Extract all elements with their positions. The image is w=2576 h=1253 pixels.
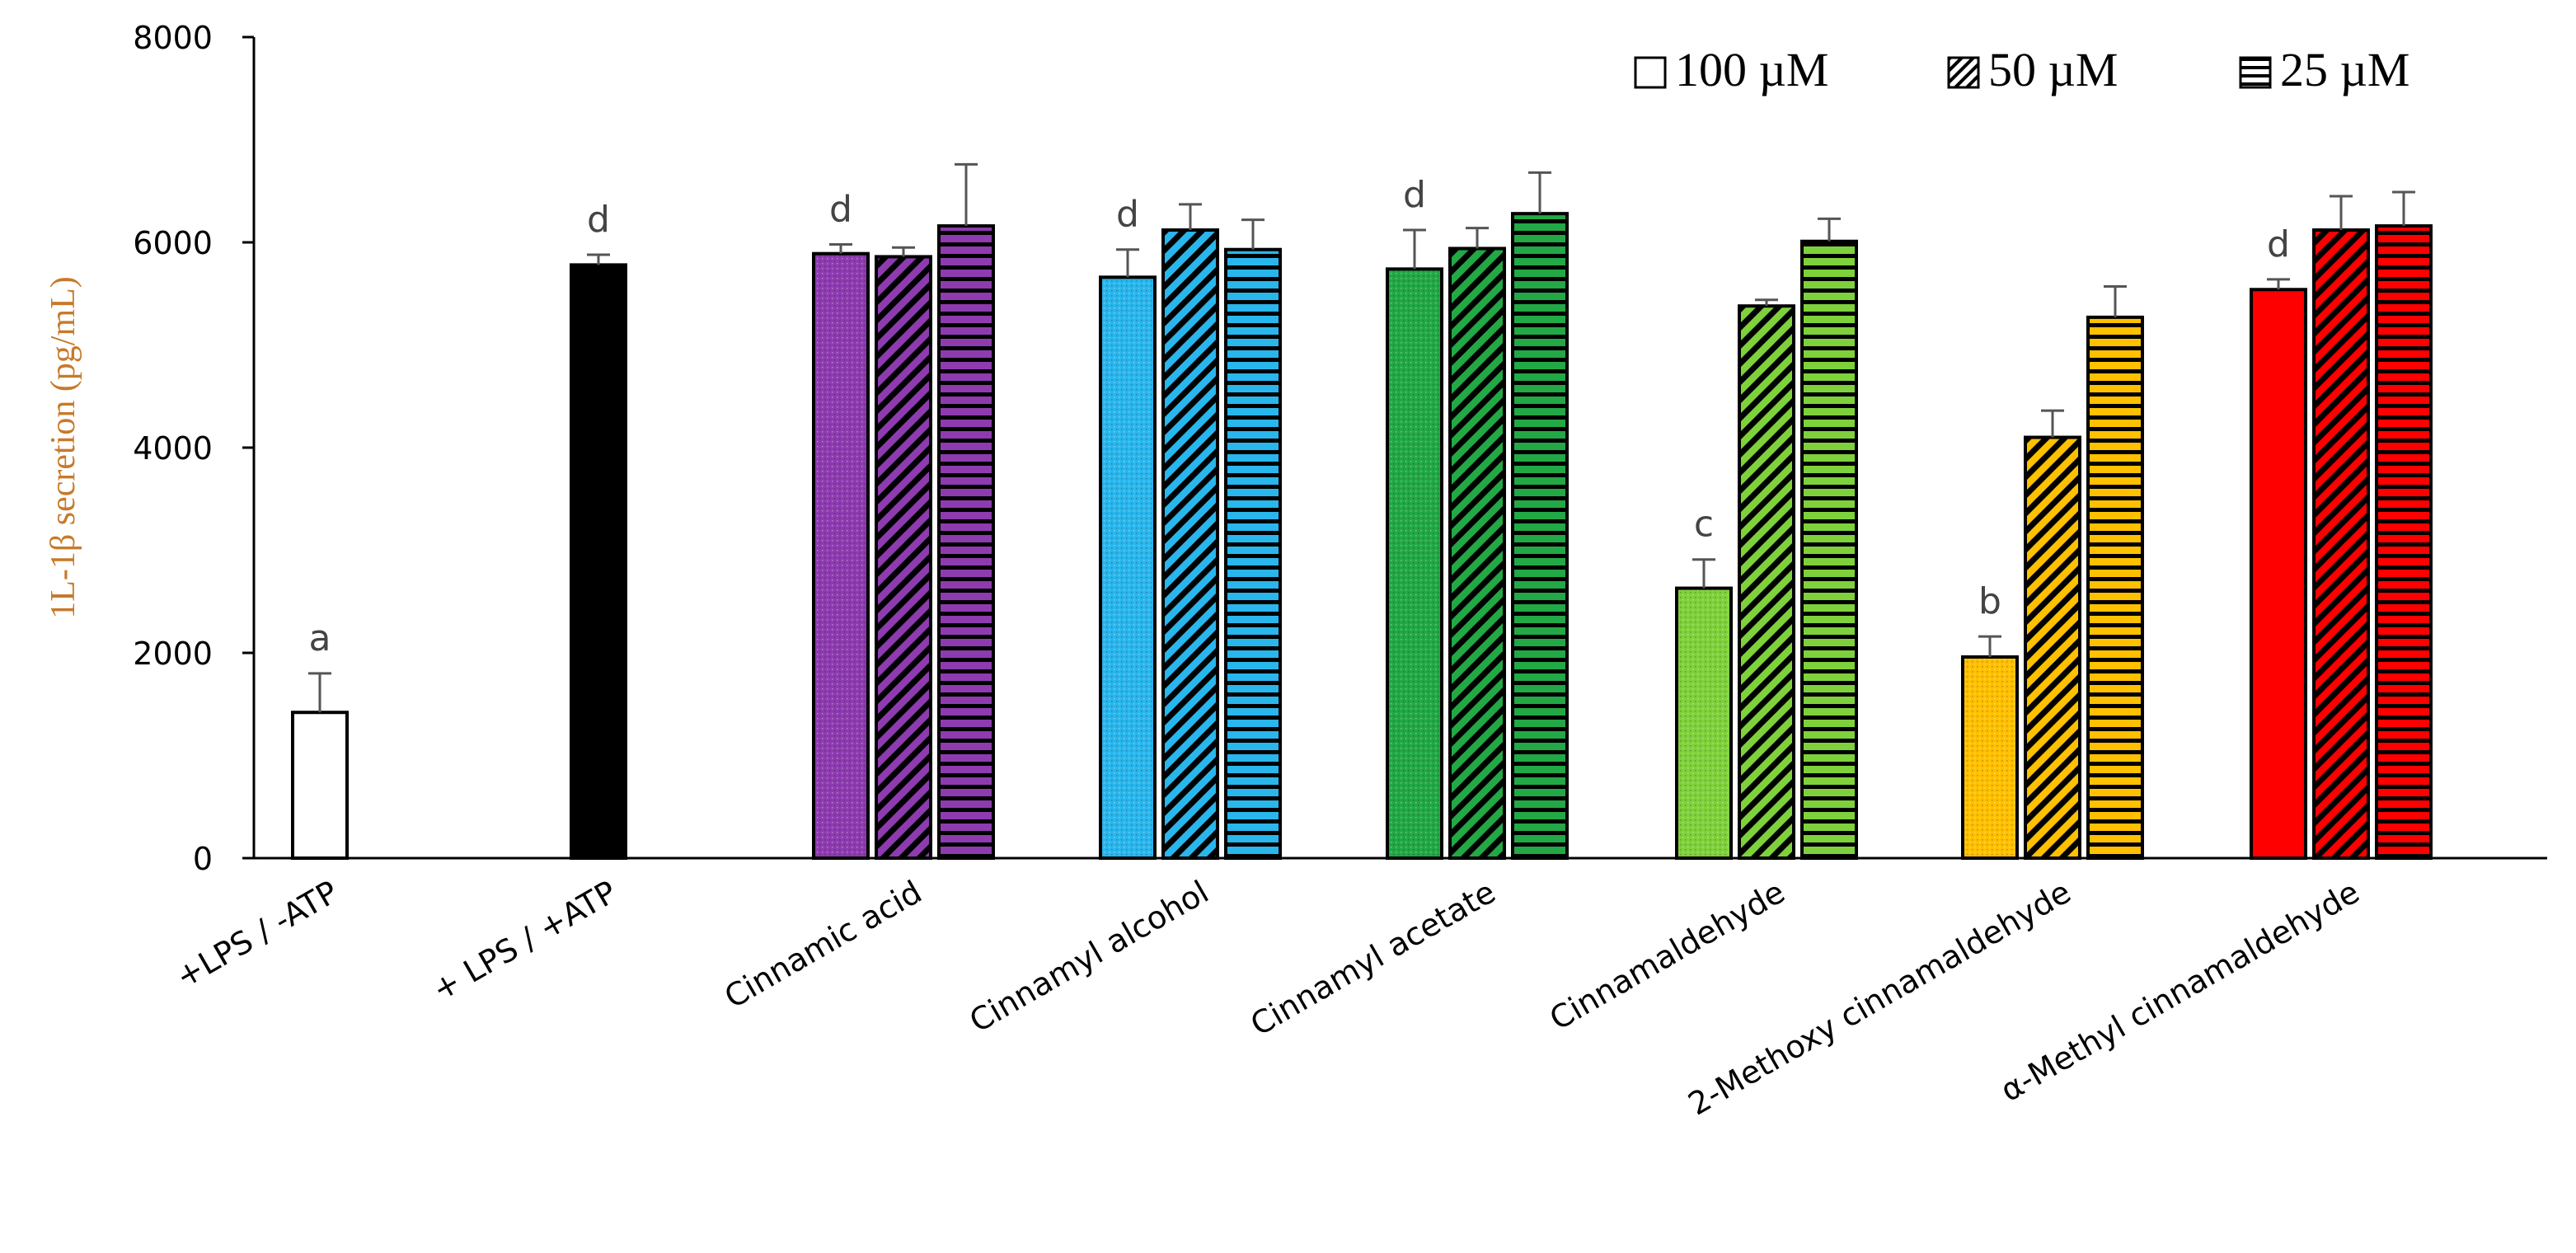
y-tick-label-8000: 8000: [133, 20, 213, 56]
x-tick-label-cinnamyl-alcohol: Cinnamyl alcohol: [964, 874, 1215, 1039]
bar-group-lps-atp: [570, 253, 627, 860]
significance-letter-cinnamaldehyde: c: [1694, 504, 1714, 546]
bars-layer: [291, 162, 2433, 861]
legend-label-50-m: 50 µM: [1988, 43, 2119, 96]
y-tick-label-2000: 2000: [133, 636, 213, 672]
legend-swatch-25-m: [2239, 56, 2272, 89]
bar-cinnamyl-acetate-25-m: [1511, 212, 1569, 860]
bar-group-cinnamyl-alcohol: [1099, 203, 1282, 860]
legend-item-50-m: 50 µM: [1947, 43, 2119, 96]
bar-cinnamyl-acetate-50-m: [1448, 246, 1506, 861]
x-tick-label-cinnamic-acid: Cinnamic acid: [718, 874, 927, 1016]
y-tick-label-6000: 6000: [133, 225, 213, 261]
legend: 100 µM 50 µM 25 µM: [1634, 43, 2410, 96]
bar-2-methoxy-cinnamaldehyde-50-m: [2024, 435, 2081, 860]
significance-letter-lps-atp: a: [309, 617, 331, 659]
bar-methyl-cinnamaldehyde-25-m: [2375, 224, 2433, 860]
legend-label-25-m: 25 µM: [2280, 43, 2410, 96]
significance-letter-methyl-cinnamaldehyde: d: [2267, 223, 2290, 265]
x-tick-label-lps-atp: +LPS / -ATP: [170, 874, 345, 996]
legend-swatch-100-m: [1634, 56, 1667, 89]
significance-letter-lps-atp: d: [587, 199, 610, 241]
bar-group-methyl-cinnamaldehyde: [2250, 190, 2433, 860]
bar-2-methoxy-cinnamaldehyde-100-m: [1961, 655, 2019, 860]
x-tick-label-cinnamaldehyde: Cinnamaldehyde: [1544, 874, 1791, 1038]
x-tick-label-cinnamyl-acetate: Cinnamyl acetate: [1245, 874, 1502, 1043]
bar-lps-atp-100-m: [291, 711, 349, 861]
y-tick-label-0: 0: [193, 841, 213, 877]
y-tick-label-4000: 4000: [133, 430, 213, 467]
legend-item-25-m: 25 µM: [2239, 43, 2410, 96]
bar-cinnamaldehyde-50-m: [1738, 304, 1795, 860]
significance-letter-cinnamyl-acetate: d: [1403, 174, 1426, 216]
bar-cinnamic-acid-100-m: [812, 251, 870, 860]
x-tick-label-lps-atp: + LPS / +ATP: [426, 874, 623, 1008]
legend-item-100-m: 100 µM: [1634, 43, 1829, 96]
legend-swatch-50-m: [1947, 56, 1980, 89]
bar-cinnamyl-acetate-100-m: [1386, 267, 1443, 860]
bar-lps-atp-100-m: [570, 263, 627, 860]
bar-cinnamic-acid-50-m: [875, 255, 932, 860]
bar-cinnamyl-alcohol-25-m: [1224, 247, 1282, 860]
bar-group-lps-atp: [291, 672, 349, 861]
bar-methyl-cinnamaldehyde-50-m: [2312, 228, 2370, 860]
significance-letter-cinnamic-acid: d: [829, 188, 852, 230]
bar-cinnamic-acid-25-m: [937, 224, 995, 860]
bar-group-2-methoxy-cinnamaldehyde: [1961, 285, 2144, 860]
bar-group-cinnamic-acid: [812, 162, 995, 860]
legend-label-100-m: 100 µM: [1675, 43, 1829, 96]
bar-cinnamyl-alcohol-50-m: [1161, 228, 1219, 860]
bar-cinnamaldehyde-25-m: [1800, 239, 1858, 860]
bar-cinnamyl-alcohol-100-m: [1099, 275, 1157, 860]
bar-group-cinnamyl-acetate: [1386, 171, 1569, 861]
significance-letter-cinnamyl-alcohol: d: [1116, 194, 1139, 236]
bar-cinnamaldehyde-100-m: [1675, 586, 1733, 860]
bar-group-cinnamaldehyde: [1675, 217, 1858, 860]
significance-letter-2-methoxy-cinnamaldehyde: b: [1978, 580, 2001, 622]
y-axis-title: 1L-1β secretion (pg/mL): [45, 276, 82, 619]
bar-2-methoxy-cinnamaldehyde-25-m: [2086, 315, 2144, 860]
bar-methyl-cinnamaldehyde-100-m: [2250, 288, 2307, 860]
